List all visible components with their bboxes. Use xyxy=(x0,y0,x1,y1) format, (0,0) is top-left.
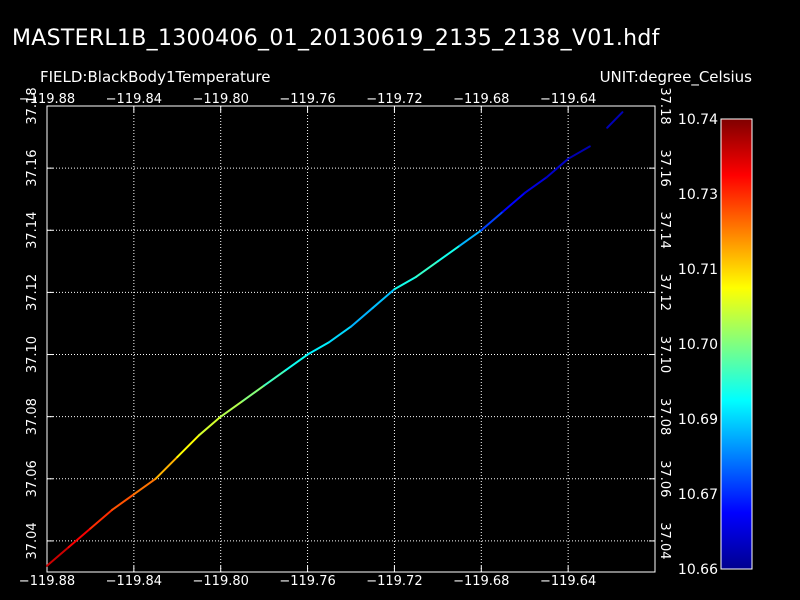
y-tick-label: 37.14 xyxy=(25,212,40,249)
y-tick-label-right: 37.12 xyxy=(657,274,672,311)
track-segment xyxy=(328,325,352,344)
track-segment xyxy=(241,384,266,403)
track-segment xyxy=(436,244,461,263)
track-segment xyxy=(111,493,135,511)
x-tick-label: −119.72 xyxy=(366,574,422,589)
y-tick-labels-left: 37.04 37.06 37.08 37.10 37.12 37.14 37.16 37.18 xyxy=(25,87,40,559)
x-tick-label-top: −119.68 xyxy=(453,92,509,107)
colorbar xyxy=(720,118,753,570)
unit-label: UNIT:degree_Celsius xyxy=(599,68,752,86)
track-segment xyxy=(198,415,222,437)
track-segment xyxy=(350,306,374,328)
x-tick-label: −119.76 xyxy=(279,574,335,589)
track-segment xyxy=(545,157,570,179)
y-tick-label-right: 37.10 xyxy=(657,336,672,373)
x-tick-label-top: −119.80 xyxy=(193,92,249,107)
axis-ticks xyxy=(46,105,655,572)
track-segment xyxy=(393,275,418,291)
flight-track xyxy=(46,111,624,567)
x-tick-label: −119.80 xyxy=(193,574,249,589)
colorbar-label: 10.69 xyxy=(678,412,718,428)
y-tick-labels-right: 37.04 37.06 37.08 37.10 37.12 37.14 37.16 37.18 xyxy=(657,87,672,559)
colorbar-labels: 10.74 10.73 10.71 10.70 10.69 10.67 10.66 xyxy=(678,112,718,578)
y-tick-label: 37.18 xyxy=(25,87,40,124)
track-segment xyxy=(567,145,591,160)
track-segment xyxy=(46,546,70,567)
y-tick-label-right: 37.06 xyxy=(657,460,672,497)
file-title: MASTERL1B_1300406_01_20130619_2135_2138_… xyxy=(12,26,660,51)
x-tick-label-top: −119.76 xyxy=(279,92,335,107)
track-segment xyxy=(176,434,200,459)
y-tick-label-right: 37.14 xyxy=(657,212,672,249)
track-segment xyxy=(89,508,114,530)
y-tick-label: 37.04 xyxy=(25,522,40,559)
track-segment xyxy=(458,229,483,247)
x-tick-label: −119.84 xyxy=(106,574,162,589)
track-segment xyxy=(219,400,244,418)
colorbar-label: 10.66 xyxy=(678,562,718,578)
x-tick-labels-bottom: −119.88 −119.84 −119.80 −119.76 −119.72 −119.… xyxy=(19,574,597,589)
x-tick-label: −119.64 xyxy=(540,574,596,589)
y-tick-label-right: 37.08 xyxy=(657,398,672,435)
track-segment xyxy=(306,341,331,356)
y-tick-label: 37.10 xyxy=(25,336,40,373)
y-tick-label: 37.08 xyxy=(25,398,40,435)
x-tick-label-top: −119.84 xyxy=(106,92,162,107)
field-label: FIELD:BlackBody1Temperature xyxy=(40,68,271,86)
track-segment xyxy=(284,353,309,372)
grid-lines xyxy=(46,105,655,572)
track-segment xyxy=(263,369,287,387)
colorbar-label: 10.73 xyxy=(678,187,718,203)
x-tick-label: −119.88 xyxy=(19,574,75,589)
y-tick-label-right: 37.16 xyxy=(657,150,672,187)
y-tick-label-right: 37.04 xyxy=(657,522,672,559)
x-tick-label-top: −119.72 xyxy=(366,92,422,107)
track-segment xyxy=(502,191,526,213)
track-segment xyxy=(480,210,504,232)
track-segment xyxy=(67,527,92,549)
colorbar-label: 10.67 xyxy=(678,487,718,503)
colorbar-label: 10.74 xyxy=(678,112,718,128)
plot-frame xyxy=(46,105,656,573)
track-segment xyxy=(154,456,179,480)
y-tick-label: 37.16 xyxy=(25,150,40,187)
y-tick-label-right: 37.18 xyxy=(657,87,672,124)
track-segment xyxy=(371,288,396,309)
x-tick-label: −119.68 xyxy=(453,574,509,589)
track-tail-segment xyxy=(606,111,624,129)
track-segment xyxy=(523,176,548,194)
track-segment xyxy=(415,260,439,278)
x-tick-labels-top: −119.88 −119.84 −119.80 −119.76 −119.72 −119.… xyxy=(19,92,597,107)
colorbar-label: 10.71 xyxy=(678,262,718,278)
track-segment xyxy=(132,477,157,496)
colorbar-label: 10.70 xyxy=(678,337,718,353)
x-tick-label-top: −119.88 xyxy=(19,92,75,107)
y-tick-label: 37.06 xyxy=(25,460,40,497)
y-tick-label: 37.12 xyxy=(25,274,40,311)
x-tick-label-top: −119.64 xyxy=(540,92,596,107)
